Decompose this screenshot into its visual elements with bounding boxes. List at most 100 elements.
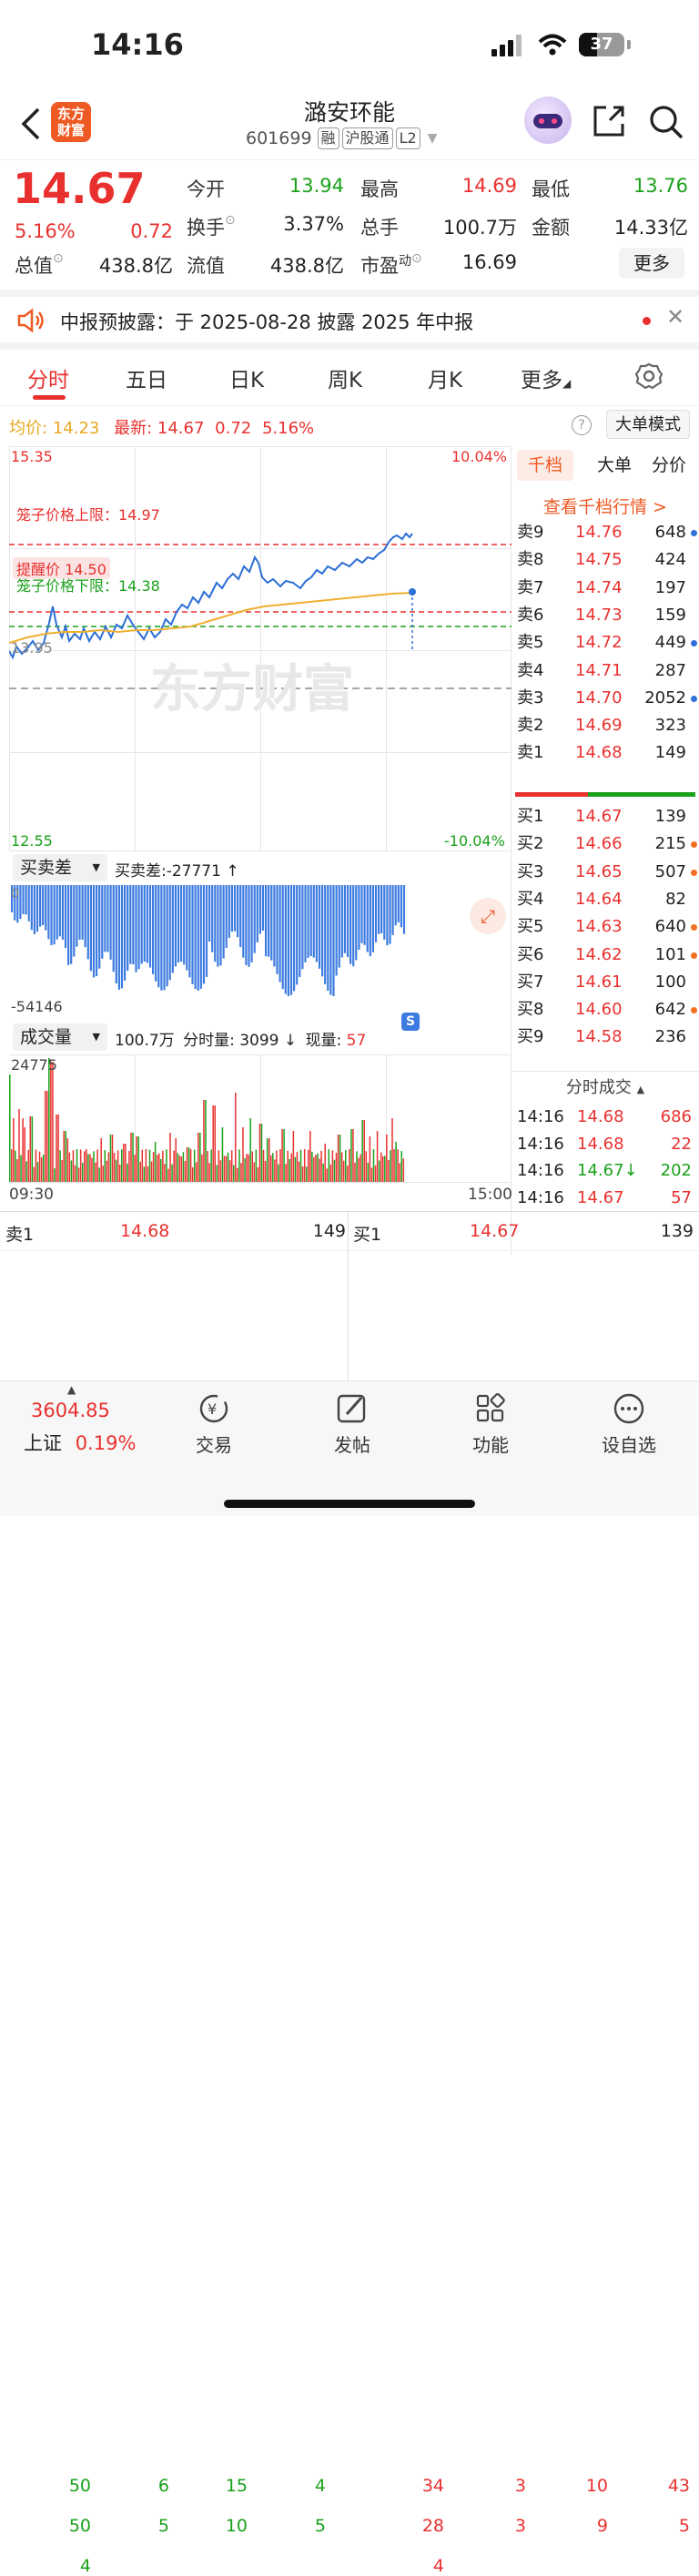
bid-row[interactable]: 买6 14.62 101 [512, 942, 699, 969]
change-percent: 5.16% [15, 220, 76, 242]
bid-level-label: 买2 [517, 834, 544, 854]
chevron-up-icon: ▲ [636, 1084, 645, 1095]
ask-level-label: 卖9 [517, 523, 544, 542]
volume-chart[interactable] [9, 1058, 512, 1182]
info-icon[interactable]: ⊙ [411, 251, 422, 266]
ask-row[interactable]: 卖7 14.74 197 [512, 575, 699, 602]
search-icon[interactable] [648, 104, 684, 140]
back-icon[interactable] [20, 107, 42, 140]
tick-row: 14:16 14.68 22 [512, 1131, 699, 1158]
queue-order-volume: 3 [514, 2476, 526, 2496]
index-value[interactable]: 3604.85 [31, 1400, 110, 1421]
queue-order-volume: 4 [432, 2556, 444, 2576]
big-order-dot [691, 841, 697, 849]
stock-name: 潞安环能 [303, 99, 395, 126]
ask-row[interactable]: 卖3 14.70 2052 [512, 685, 699, 712]
change-amount: 0.72 [130, 220, 173, 242]
alert-price-label[interactable]: 提醒价 14.50 [13, 557, 110, 579]
bid-ask-diff-chart[interactable] [9, 885, 512, 1020]
average-price-line [9, 592, 413, 644]
tick-row: 14:16 14.67 57 [512, 1185, 699, 1212]
ask-row[interactable]: 卖8 14.75 424 [512, 546, 699, 574]
volume-indicator-select[interactable]: 成交量 ▼ [13, 1023, 107, 1051]
bid-row[interactable]: 买5 14.63 640 [512, 913, 699, 941]
close-icon[interactable]: ✕ [666, 304, 685, 330]
bid-level-label: 买6 [517, 944, 544, 964]
nav-post[interactable]: 发帖 [302, 1392, 402, 1457]
share-icon[interactable] [592, 104, 626, 138]
expand-icon[interactable]: ⤢ [470, 898, 506, 934]
queue-order-volume: 3 [514, 2516, 526, 2536]
sell-marker[interactable]: S [401, 1013, 420, 1031]
ask-row[interactable]: 卖9 14.76 648 [512, 519, 699, 546]
ask-row[interactable]: 卖1 14.68 149 [512, 739, 699, 767]
big-order-mode-button[interactable]: 大单模式 [606, 410, 690, 439]
bid-volume: 507 [654, 861, 686, 881]
info-icon[interactable]: ⊙ [53, 251, 64, 266]
mktcap-value: 438.8亿 [98, 255, 173, 277]
chevron-down-icon[interactable]: ▼ [427, 131, 438, 146]
tab-big-order[interactable]: 大单 [596, 455, 632, 475]
tab-five-day[interactable]: 五日 [126, 369, 167, 392]
tab-depth[interactable]: 千档 [517, 450, 573, 481]
index-name: 上证 [24, 1432, 62, 1454]
ask-level-label: 卖5 [517, 633, 544, 653]
ask-volume: 2052 [644, 687, 686, 708]
tab-more[interactable]: 更多◢ [521, 369, 572, 392]
ask-volume: 159 [654, 605, 686, 625]
tab-price-dist[interactable]: 分价 [651, 455, 686, 475]
view-depth-link[interactable]: 查看千档行情 > [543, 497, 667, 517]
amount-label: 金额 [532, 217, 570, 239]
chevron-down-icon: ▼ [92, 1031, 100, 1043]
nav-add-watchlist[interactable]: 设自选 [579, 1392, 679, 1457]
diff-axis-bottom: -54146 [11, 998, 63, 1015]
status-time: 14:16 [91, 27, 184, 62]
bid-row[interactable]: 买4 14.64 82 [512, 886, 699, 913]
queue-order-volume: 43 [667, 2476, 690, 2496]
tab-weekly-k[interactable]: 周K [328, 369, 363, 392]
bid-row[interactable]: 买7 14.61 100 [512, 969, 699, 996]
help-icon[interactable]: ? [572, 415, 592, 435]
ticks-title[interactable]: 分时成交 ▲ [565, 1078, 645, 1097]
gear-icon[interactable] [635, 362, 663, 390]
ask-row[interactable]: 卖6 14.73 159 [512, 602, 699, 629]
bid-row[interactable]: 买1 14.67 139 [512, 803, 699, 830]
svg-text:¥: ¥ [208, 1400, 217, 1418]
open-label: 今开 [187, 178, 225, 200]
bid-volume: 100 [654, 972, 686, 992]
bid-price: 14.65 [575, 861, 623, 881]
big-order-dot [691, 1007, 697, 1014]
bid-row[interactable]: 买9 14.58 236 [512, 1023, 699, 1051]
nav-trade[interactable]: ¥ 交易 [164, 1392, 264, 1457]
notice-bar[interactable]: 中报预披露：于 2025-08-28 披露 2025 年中报 ✕ [0, 290, 699, 350]
bid-volume: 82 [665, 889, 686, 909]
bid-level-label: 买7 [517, 972, 544, 992]
bid-row[interactable]: 买2 14.66 215 [512, 830, 699, 858]
volume-axis-max: 24775 [11, 1056, 57, 1074]
price-line [9, 532, 413, 660]
ask-row[interactable]: 卖4 14.71 287 [512, 657, 699, 685]
diff-indicator-select[interactable]: 买卖差 ▼ [13, 854, 107, 881]
index-row[interactable]: 上证 0.19% [24, 1429, 136, 1456]
ask-row[interactable]: 卖5 14.72 449 [512, 629, 699, 657]
pct-axis-top: 10.04% [451, 448, 508, 465]
tab-daily-k[interactable]: 日K [229, 369, 265, 392]
queue-order-volume: 50 [68, 2516, 91, 2536]
bid-row[interactable]: 买8 14.60 642 [512, 996, 699, 1023]
more-quote-button[interactable]: 更多 [619, 248, 684, 279]
bid1-price: 14.67 [470, 1221, 520, 1241]
pct-axis-bottom: -10.04% [444, 832, 505, 850]
latest-change: 0.72 [215, 419, 252, 438]
trade-icon: ¥ [199, 1394, 228, 1423]
price-chart[interactable]: 东方财富 [9, 446, 512, 850]
ask-row[interactable]: 卖2 14.69 323 [512, 712, 699, 739]
robot-assistant-icon[interactable] [524, 97, 572, 144]
tab-intraday[interactable]: 分时 [27, 369, 69, 392]
ask-volume: 149 [654, 743, 686, 763]
tick-row: 14:16 14.67↓ 202 [512, 1157, 699, 1185]
tab-monthly-k[interactable]: 月K [428, 369, 463, 392]
info-icon[interactable]: ⊙ [225, 213, 236, 228]
bid-row[interactable]: 买3 14.65 507 [512, 859, 699, 886]
nav-functions[interactable]: 功能 [441, 1392, 541, 1457]
home-indicator [224, 1500, 475, 1508]
